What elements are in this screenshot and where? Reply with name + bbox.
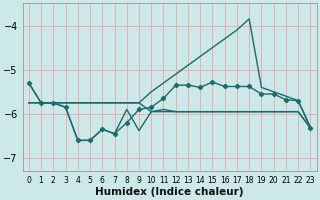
X-axis label: Humidex (Indice chaleur): Humidex (Indice chaleur)	[95, 187, 244, 197]
